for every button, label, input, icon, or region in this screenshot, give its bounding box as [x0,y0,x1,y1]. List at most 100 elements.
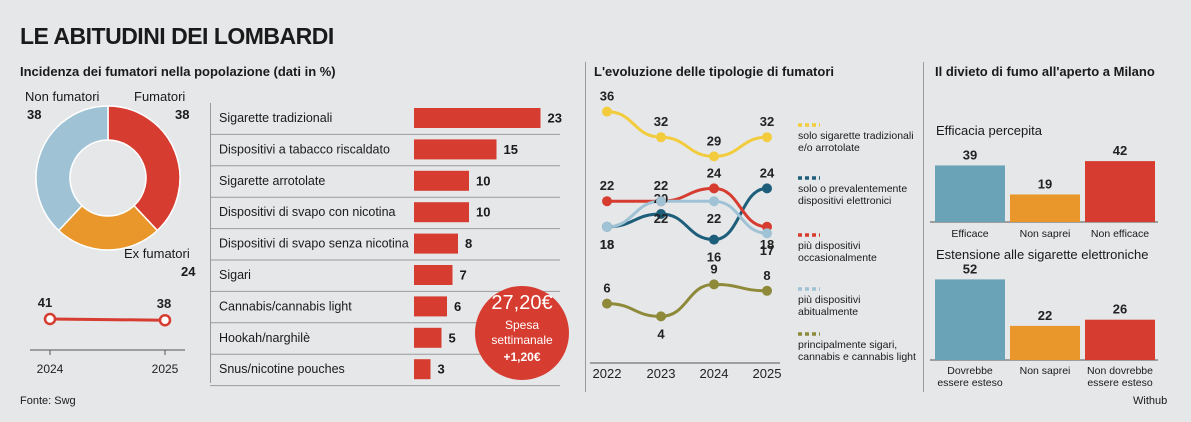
bar [414,139,497,160]
legend-label: e/o arrotolate [798,142,860,154]
spesa-delta: +1,20€ [503,350,541,364]
pie-title: Incidenza dei fumatori nella popolazione… [20,64,336,79]
est-cat-3b: essere esteso [1087,377,1153,389]
bar [414,170,469,191]
bar [414,265,453,285]
bar-value: 6 [454,299,461,314]
vbar [935,165,1005,222]
bar-value: 10 [476,173,490,188]
bar-category: Cannabis/cannabis light [219,299,352,313]
vbar [1085,319,1155,360]
bar-category: Snus/nicotine pouches [219,362,345,376]
divieto-title: Il divieto di fumo all'aperto a Milano [935,64,1155,79]
evo-xlabel: 2023 [647,366,676,381]
evo-value: 18 [760,237,774,252]
evo-value: 4 [657,326,665,341]
evo-point [709,183,719,194]
evo-point [762,228,772,239]
evo-value: 32 [654,114,668,129]
bar-category: Dispositivi di svapo con nicotina [219,205,396,219]
bar-value: 5 [449,330,456,345]
est-cat-2: Non saprei [1019,365,1071,377]
legend-label: principalmente sigari, [798,339,897,351]
evo-value: 8 [763,268,770,283]
spesa-badge [475,286,569,380]
evo-point [656,132,666,143]
evolution-title: L'evoluzione delle tipologie di fumatori [594,64,834,79]
page-title: LE ABITUDINI DEI LOMBARDI [20,23,334,49]
bar-category: Sigari [219,268,251,282]
legend-label: abitualmente [798,306,858,318]
evo-value: 36 [600,89,614,104]
estensione-bar-chart: 52 22 26 [930,261,1158,361]
vbar [935,279,1005,360]
bar [414,202,469,223]
legend-label: più dispositivi [798,240,860,252]
donut-slice-non-fumatori [35,105,109,232]
evo-point [709,151,719,162]
pie-value-nonfumatori: 38 [27,107,42,122]
source-note: Fonte: Swg [20,395,76,407]
donut-chart [35,105,181,251]
evo-value: 32 [760,114,774,129]
legend-label: più dispositivi [798,294,860,306]
evo-value: 22 [654,211,668,226]
pie-label-fumatori: Fumatori [134,89,186,104]
trend-xlabel: 2024 [37,362,64,376]
pie-label-exfumatori: Ex fumatori [124,246,190,261]
evo-value: 18 [600,237,614,252]
evo-point [602,196,612,207]
eff-cat-3: Non efficace [1090,228,1150,240]
efficacia-bar-chart: 39 19 42 [930,143,1158,223]
bar-value: 15 [504,142,518,157]
evolution-line-chart: 2022202320242025363229321820162422222418… [590,89,916,381]
products-bar-chart: Sigarette tradizionali 23 Dispositivi a ta… [210,108,562,387]
evo-value: 9 [710,261,717,276]
trend-value: 41 [38,295,52,310]
pie-value-fumatori: 38 [175,107,190,122]
vbar [1010,325,1080,360]
est-cat-1b: essere esteso [937,377,1003,389]
smokers-trend-chart: 41 2024 38 2025 [30,295,185,376]
evo-point [762,132,772,143]
evo-value: 29 [707,133,721,148]
evo-xlabel: 2022 [593,366,622,381]
legend-label: occasionalmente [798,252,877,264]
credit: Withub [1133,395,1168,407]
trend-xlabel: 2025 [152,362,179,376]
evo-line-3 [606,199,768,235]
legend-label: solo sigarette tradizionali [798,130,914,142]
vbar [1010,194,1080,222]
spesa-circle [475,286,569,380]
bar-value: 3 [438,362,445,377]
bar-category: Sigarette tradizionali [219,111,332,125]
evo-point [709,196,719,207]
eff-cat-1: Efficace [951,228,989,240]
evo-value: 17 [760,243,774,258]
evo-point [656,209,666,219]
vbar-value: 26 [1113,302,1127,317]
trend-value: 38 [157,296,171,311]
bar [414,233,458,254]
evo-xlabel: 2024 [700,366,729,381]
donut-slice-fumatori [107,105,181,232]
vbar-value: 39 [963,147,977,162]
bar-value: 8 [465,236,472,251]
estensione-title: Estensione alle sigarette elettroniche [936,247,1149,262]
evo-point [709,279,719,290]
bar-category: Hookah/narghilè [219,331,310,345]
bar-value: 23 [548,111,562,126]
evo-line-0 [606,110,768,158]
trend-point [158,313,172,327]
evo-value: 22 [600,178,614,193]
vbar-value: 42 [1113,143,1127,158]
bar [414,108,541,128]
evo-value: 22 [654,178,668,193]
bar-category: Dispositivi di svapo senza nicotina [219,237,409,251]
evo-line-2 [607,186,768,229]
bar [414,359,431,380]
est-cat-1a: Dovrebbe [947,365,993,377]
evo-value: 6 [603,281,610,296]
efficacia-title: Efficacia percepita [936,123,1042,138]
